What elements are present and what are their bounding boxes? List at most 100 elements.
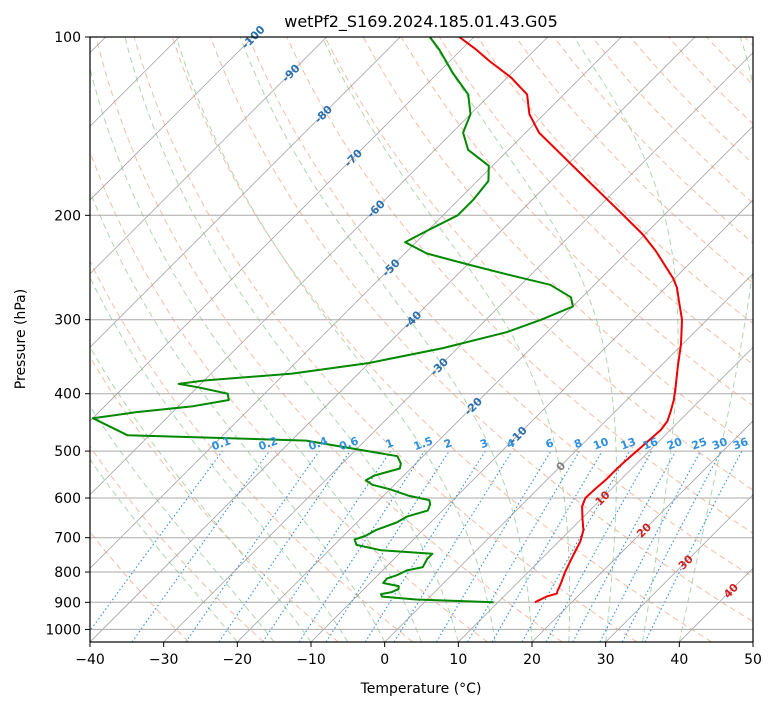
y-tick-label: 300 [54, 313, 81, 329]
y-tick-label: 200 [54, 208, 81, 224]
mixing-ratio-line [364, 450, 486, 642]
isotherm-line [90, 37, 475, 422]
adiabat-label: -40 [401, 308, 424, 331]
mixing-ratio-label: 25 [690, 435, 709, 452]
y-tick-label: 400 [54, 387, 81, 403]
moist-adiabat-line [90, 66, 422, 642]
dry-adiabat-line [744, 37, 753, 47]
dry-adiabat-line [286, 37, 753, 534]
adiabat-label: 0 [554, 459, 569, 474]
isotherm-line [531, 420, 753, 642]
dry-adiabat-line [95, 37, 563, 642]
x-tick-label: −30 [149, 652, 179, 668]
plot-frame [89, 36, 754, 643]
dry-adiabat-line [591, 37, 753, 204]
mixing-ratio-line [131, 450, 270, 642]
dry-adiabat-line [171, 37, 712, 642]
moist-adiabat-line [429, 37, 617, 642]
mixing-ratio-label: 3 [478, 436, 490, 451]
mixing-ratio-line [545, 450, 653, 642]
moist-adiabat-line [321, 37, 571, 642]
mixing-ratio-label: 0.2 [257, 434, 280, 453]
adiabat-label: -20 [462, 395, 485, 418]
mixing-ratio-label: 0.1 [210, 434, 233, 453]
x-tick-label: 0 [380, 652, 389, 668]
dry-adiabat-line [515, 37, 753, 284]
mixing-ratio-line [262, 450, 392, 642]
mixing-ratio-label: 16 [641, 435, 660, 453]
x-tick-label: −10 [296, 652, 326, 668]
background-lines [90, 37, 753, 642]
mixing-ratio-line [599, 450, 701, 642]
dry-adiabat-line [553, 37, 753, 244]
adiabat-label: -30 [428, 355, 451, 378]
adiabat-label: 40 [721, 581, 741, 601]
line-labels: 0.1 0.2 0.4 0.6 1 1.5 2 3 4 6 8 10 13 16 20 25 30 36-100-… [210, 23, 751, 601]
y-tick-label: 800 [54, 565, 81, 581]
mixing-ratio-label: 13 [619, 435, 638, 452]
mixing-ratio-label: 0.6 [338, 434, 361, 453]
isotherm-line [90, 37, 254, 201]
mixing-ratio-label: 36 [731, 435, 750, 453]
mixing-ratio-label: 2 [442, 436, 454, 451]
mixing-ratio-line [90, 450, 223, 632]
moist-adiabat-line [90, 346, 312, 642]
mixing-ratio-line [644, 450, 743, 642]
moist-adiabat-line [90, 405, 275, 642]
y-tick-label: 100 [54, 30, 81, 46]
moist-adiabat-line [239, 37, 533, 642]
dry-adiabat-line [668, 37, 753, 125]
isotherm-line [384, 273, 753, 642]
x-tick-label: 50 [744, 652, 762, 668]
y-tick-label: 600 [54, 491, 81, 507]
mixing-ratio-label: 8 [572, 436, 584, 451]
mixing-ratio-line [467, 450, 580, 642]
y-axis-label: Pressure (hPa) [13, 289, 29, 389]
mixing-ratio-label: 6 [544, 436, 556, 451]
mixing-ratio-label: 20 [665, 435, 684, 453]
mixing-ratio-label: 10 [591, 435, 610, 453]
isotherm-line [310, 199, 753, 642]
x-axis-label: Temperature (°C) [360, 681, 482, 697]
mixing-ratio-label: 30 [710, 435, 729, 453]
mixing-ratio-line [185, 450, 320, 642]
isotherm-line [90, 37, 327, 275]
isotherm-line [752, 641, 753, 642]
x-tick-label: 30 [597, 652, 615, 668]
isotherm-line [237, 125, 753, 642]
temperature-line [458, 37, 683, 604]
dry-adiabat-line [90, 356, 339, 642]
mixing-ratio-label: 1.5 [412, 434, 435, 453]
mixing-ratio-line [325, 450, 450, 642]
mixing-ratio-line [393, 450, 513, 642]
adiabat-label: -70 [342, 146, 365, 169]
isotherm-line [679, 567, 753, 642]
moist-adiabat-line [573, 37, 679, 642]
mixing-ratio-line [218, 450, 351, 642]
y-tick-label: 1000 [45, 622, 81, 638]
mixing-ratio-label: 1 [384, 436, 396, 451]
moist-adiabat-line [678, 37, 753, 642]
dry-adiabat-line [210, 37, 753, 623]
x-tick-label: −20 [223, 652, 253, 668]
x-tick-label: 40 [670, 652, 688, 668]
isotherm-line [605, 494, 753, 642]
moist-adiabat-line [90, 189, 386, 642]
mixing-ratio-line [298, 450, 425, 642]
mixing-ratio-label: 0.4 [307, 434, 330, 453]
mixing-ratio-line [521, 450, 630, 642]
x-tick-label: 20 [523, 652, 541, 668]
mixing-ratio-line [435, 450, 552, 642]
profile-lines [91, 37, 683, 604]
moist-adiabat-line [175, 37, 496, 642]
y-axis: 1000 900 800 700 600 500 400 300 200 100 [45, 30, 90, 638]
dry-adiabat-line [324, 37, 753, 491]
dewpoint-line [91, 37, 574, 604]
dry-adiabat-line [706, 37, 753, 86]
mixing-ratio-label: 4 [505, 436, 517, 451]
dry-adiabat-line [248, 37, 753, 578]
dry-adiabat-line [90, 150, 488, 642]
dry-adiabat-line [90, 445, 264, 642]
